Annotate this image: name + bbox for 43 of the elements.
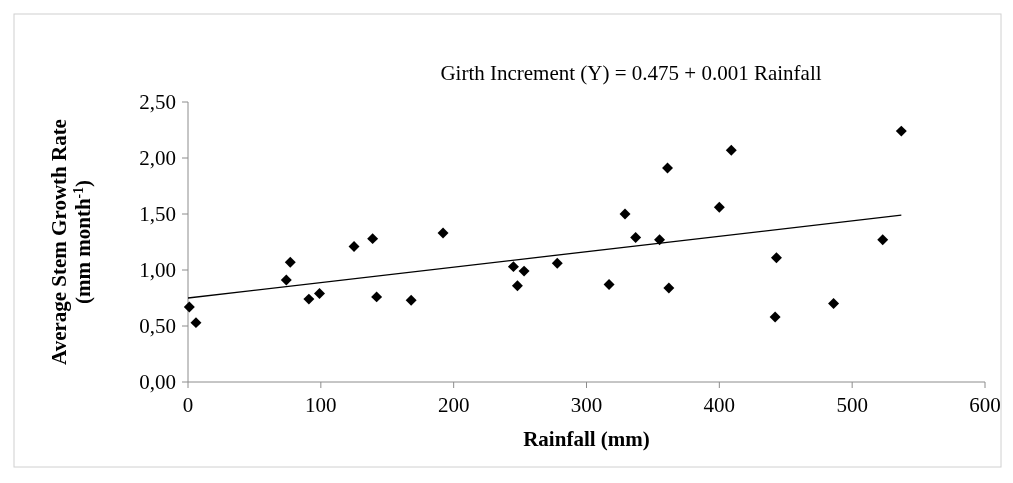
point [630, 232, 642, 243]
x-tick-label: 600 [969, 393, 1001, 417]
point [725, 144, 737, 156]
y-tick-label: 2,50 [139, 90, 176, 115]
point [371, 291, 383, 303]
point [828, 298, 840, 310]
x-tick-label: 0 [182, 393, 194, 417]
y-tick-label: 2,00 [139, 146, 176, 171]
point [183, 301, 195, 313]
point [603, 279, 615, 291]
x-tick-label: 300 [570, 393, 603, 417]
point [437, 227, 449, 239]
point [877, 234, 889, 246]
x-tick-label: 500 [836, 393, 868, 417]
point [662, 162, 674, 174]
y-tick-label: 0,00 [139, 370, 176, 395]
point [663, 282, 675, 294]
x-tick-label: 200 [437, 393, 470, 417]
point [314, 288, 325, 299]
point [284, 256, 296, 268]
x-tick-label: 400 [703, 393, 736, 417]
point [713, 201, 725, 213]
y-tick-label: 0,50 [139, 314, 176, 339]
point [518, 265, 530, 277]
text: Girth Increment (Y) = 0.475 + 0.001 Rainfall [440, 61, 822, 85]
point [619, 208, 631, 220]
point [895, 125, 907, 137]
point [769, 311, 781, 323]
point [507, 261, 519, 273]
y-tick-label: 1,50 [139, 202, 176, 227]
point [770, 252, 782, 264]
point [654, 234, 666, 246]
point [367, 233, 379, 245]
point [551, 257, 563, 269]
point [511, 280, 523, 292]
point [190, 317, 202, 329]
point [280, 274, 292, 286]
point [348, 241, 360, 252]
y-tick-label: 1,00 [139, 258, 176, 283]
x-axis-title: Rainfall (mm) [523, 427, 650, 451]
point [303, 293, 315, 305]
x-tick-label: 100 [305, 393, 337, 417]
point [405, 294, 417, 306]
